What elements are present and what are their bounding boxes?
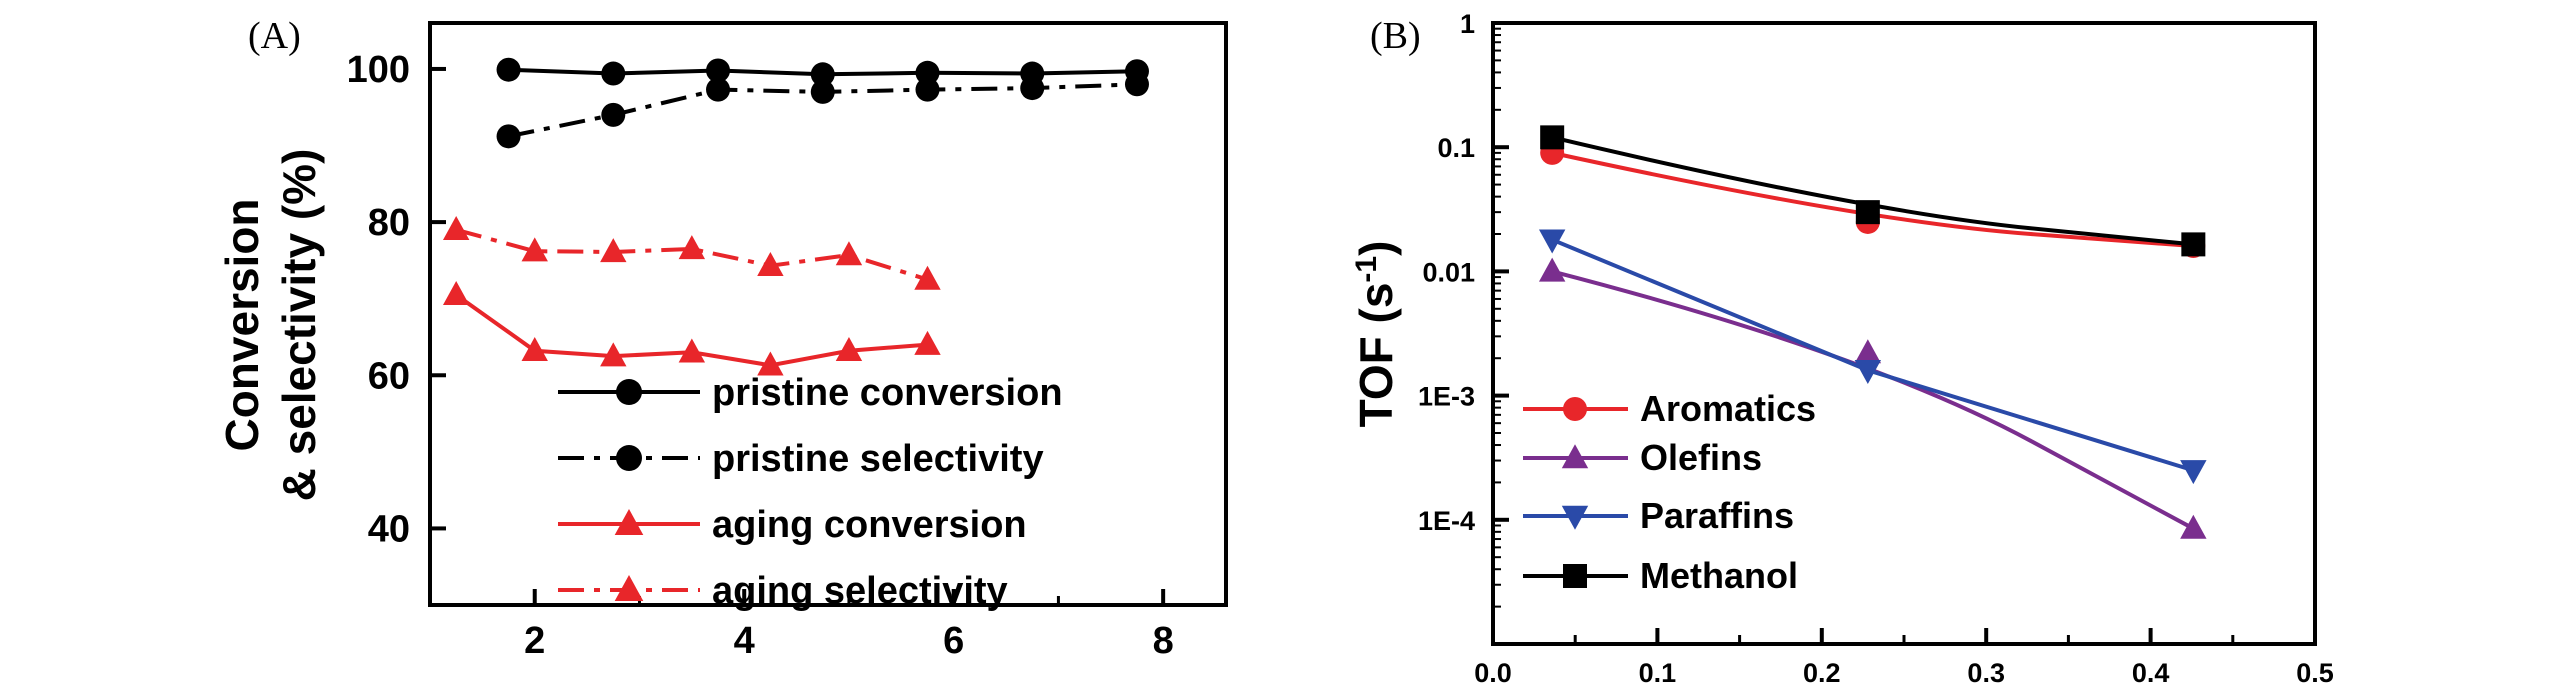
panel-a-legend-label: aging selectivity	[712, 570, 1008, 612]
panel-b-legend-label: Olefins	[1640, 437, 1762, 478]
panel-a-y-tick-label: 40	[368, 508, 410, 550]
panel-a-legend-marker	[616, 379, 642, 405]
panel-b-y-label-end: )	[1350, 241, 1402, 256]
panel-b-x-tick-label: 0.4	[2132, 658, 2170, 688]
panel-b-legend-label: Aromatics	[1640, 388, 1816, 429]
panel-b-y-ticks: 1 0.1 0.01 1E-3 1E-4	[1418, 9, 1509, 608]
panel-a-point	[521, 237, 548, 262]
panel-a-y-tick-label: 60	[368, 355, 410, 397]
panel-a-point	[810, 62, 835, 87]
panel-a-legend-label: pristine conversion	[712, 372, 1063, 414]
panel-b-legend-marker	[1561, 444, 1589, 469]
panel-b-legend-marker	[1563, 564, 1587, 588]
panel-a-point	[914, 330, 941, 355]
panel-b-series-line-3	[1551, 135, 2194, 247]
panel-a-legend-marker	[616, 445, 642, 471]
panel-b-legend-label: Paraffins	[1640, 495, 1794, 536]
panel-a-point	[442, 281, 470, 306]
panel-a-x-tick-label: 8	[1153, 620, 1174, 662]
panel-a-point	[678, 338, 706, 363]
panel-a-y-label-line-2: & selectivity (%)	[273, 149, 325, 502]
panel-a-point	[1020, 76, 1045, 101]
panel-a-point	[914, 265, 941, 290]
panel-a-point	[521, 336, 548, 361]
panel-a-point	[496, 57, 521, 82]
panel-a-series	[442, 57, 1149, 376]
panel-b-series-line-0	[1551, 150, 2194, 249]
panel-a-point	[1124, 72, 1149, 97]
panel-a-point	[442, 215, 470, 240]
panel-b-y-tick-label: 0.1	[1437, 133, 1475, 163]
panel-a-legend-label: aging conversion	[712, 504, 1027, 546]
panel-b-x-tick-label: 0.3	[1967, 658, 2005, 688]
panel-b-series	[1538, 125, 2207, 539]
panel-b-y-label-main: TOF (s	[1350, 283, 1402, 428]
panel-a: (A) 40 60 80 100 2 4 6 8 Conversion & selectiv…	[216, 15, 1228, 662]
panel-a-y-ticks: 40 60 80 100	[347, 49, 446, 550]
panel-a-legend-marker	[614, 509, 644, 536]
panel-b-letter: (B)	[1370, 15, 1421, 57]
panel-a-point	[706, 77, 731, 102]
panel-a-x-tick-label: 2	[524, 620, 545, 662]
panel-a-point	[600, 342, 627, 367]
panel-b-point	[2180, 514, 2207, 539]
panel-b-point	[1538, 229, 1566, 254]
panel-a-point	[678, 235, 706, 260]
panel-b-y-label: TOF (s-1)	[1350, 241, 1402, 428]
panel-b-x-tick-label: 0.0	[1474, 658, 1512, 688]
panel-a-point	[757, 251, 784, 276]
panel-b-x-tick-label: 0.5	[2296, 658, 2334, 688]
panel-a-letter: (A)	[248, 15, 301, 57]
panel-a-plot-frame	[428, 21, 1228, 607]
panel-b-legend: Aromatics Olefins Paraffins Methanol	[1523, 388, 1816, 596]
panel-b-y-tick-label: 1	[1460, 9, 1475, 39]
panel-a-y-label-line-1: Conversion	[216, 198, 268, 451]
panel-a-x-ticks: 2 4 6 8	[524, 589, 1174, 662]
panel-a-point	[601, 61, 626, 86]
panel-a-legend: pristine conversion pristine selectivity a…	[558, 372, 1063, 612]
panel-a-point	[496, 124, 521, 149]
panel-a-point	[810, 79, 835, 104]
panel-b-point	[1855, 200, 1880, 225]
panel-b-series-line-1	[1551, 269, 2195, 531]
panel-a-point	[757, 351, 784, 376]
panel-a-legend-marker	[614, 575, 644, 602]
panel-a-x-tick-label: 4	[734, 620, 755, 662]
panel-a-point	[600, 238, 627, 263]
panel-b-point	[2181, 232, 2206, 257]
panel-b-point	[1538, 257, 1566, 282]
panel-b-plot-frame	[1491, 21, 2317, 646]
panel-b-x-tick-label: 0.2	[1803, 658, 1841, 688]
panel-a-y-tick-label: 80	[368, 202, 410, 244]
panel-b-legend-label: Methanol	[1640, 555, 1798, 596]
panel-a-y-tick-label: 100	[347, 49, 410, 91]
panel-b-x-tick-label: 0.1	[1639, 658, 1677, 688]
panel-b-y-label-sup: -1	[1350, 256, 1383, 283]
panel-a-point	[915, 60, 940, 85]
panel-a-point	[706, 58, 731, 83]
panel-a-point	[835, 336, 863, 361]
panel-b-legend-marker	[1561, 505, 1589, 530]
panel-a-legend-label: pristine selectivity	[712, 438, 1044, 480]
panel-a-point	[601, 102, 626, 127]
panel-a-point	[915, 77, 940, 102]
panel-b-point	[1854, 339, 1882, 364]
panel-a-x-tick-label: 6	[943, 620, 964, 662]
panel-b-x-ticks: 0.0 0.1 0.2 0.3 0.4 0.5	[1474, 628, 2334, 688]
panel-b-y-tick-label: 1E-3	[1418, 382, 1475, 412]
panel-b-point	[2180, 460, 2207, 485]
panel-b-point	[1540, 125, 1565, 150]
panel-b-legend-marker	[1563, 397, 1587, 421]
panel-b-y-tick-label: 1E-4	[1418, 506, 1475, 536]
panel-b-point	[1854, 360, 1882, 385]
panel-a-point	[835, 241, 863, 266]
panel-b-y-tick-label: 0.01	[1422, 257, 1475, 287]
